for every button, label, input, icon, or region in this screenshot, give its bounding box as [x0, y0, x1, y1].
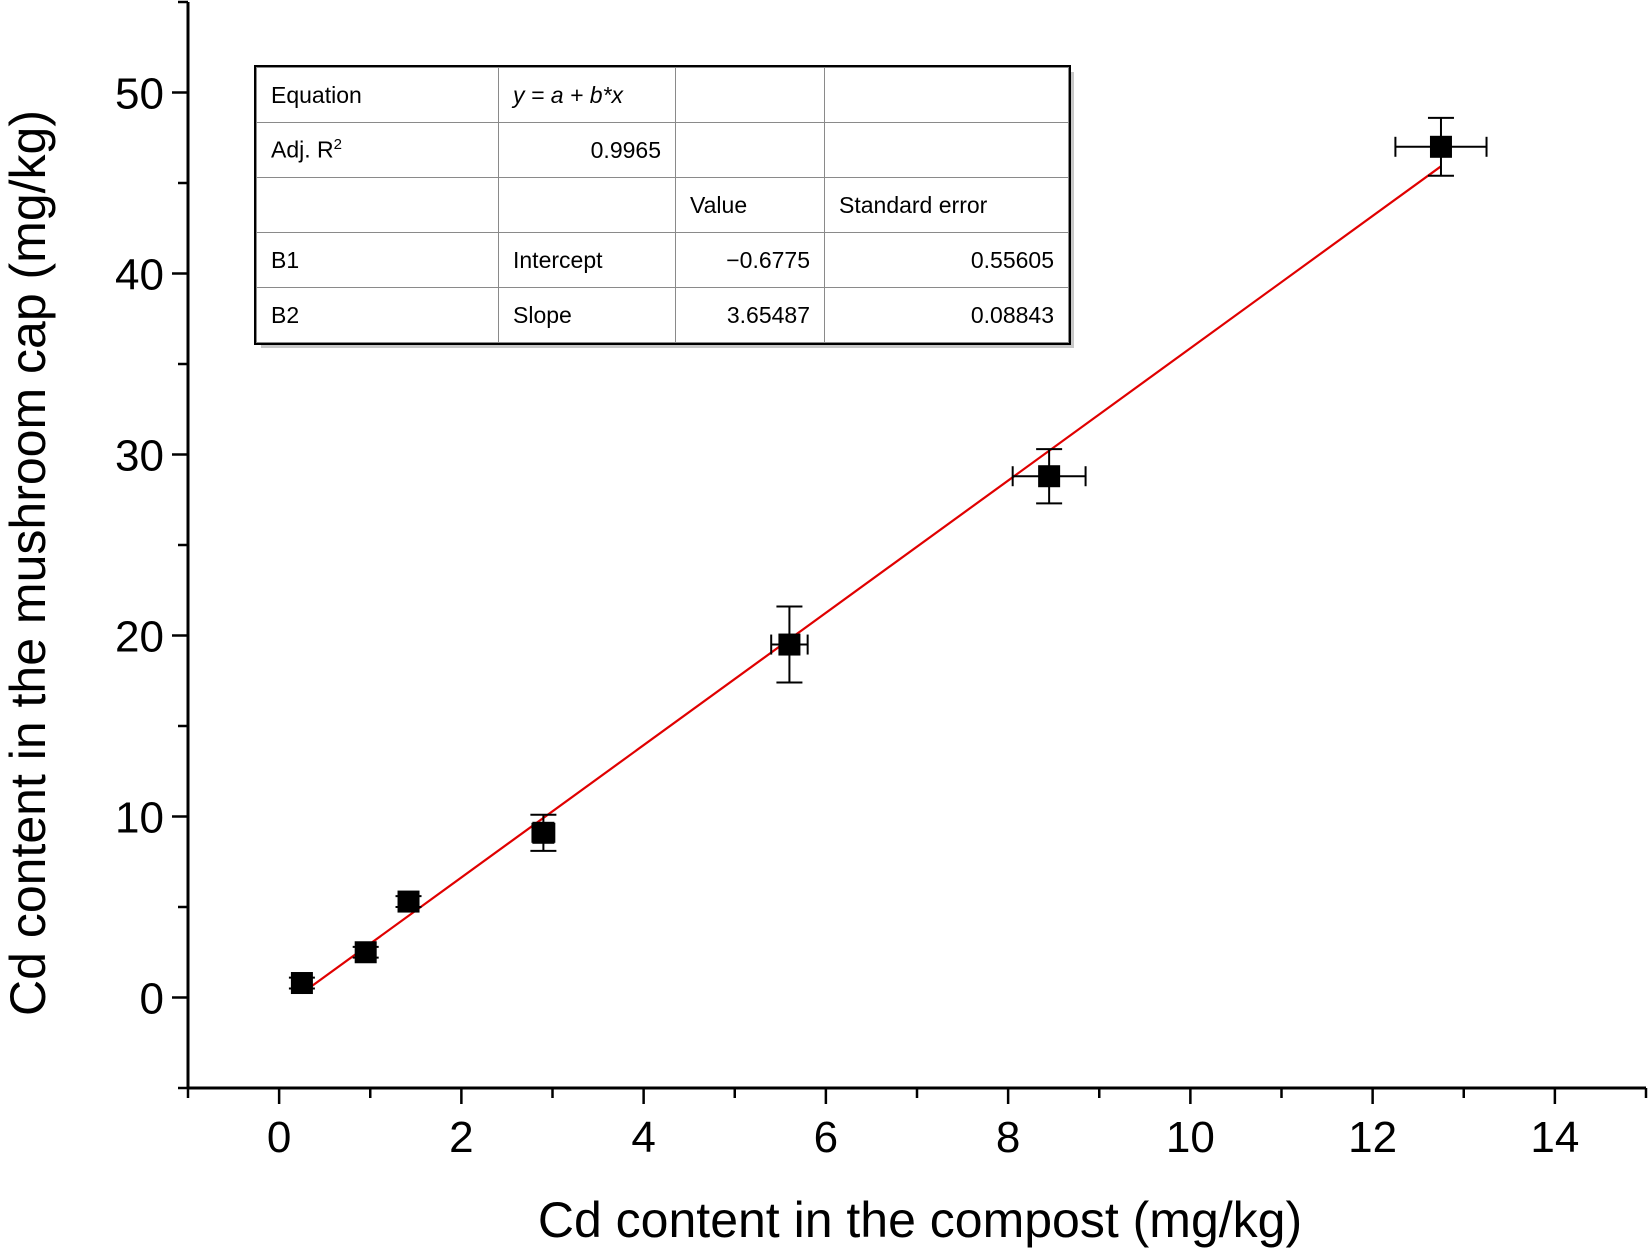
- x-tick-label: 0: [267, 1113, 291, 1162]
- param-id: B2: [256, 287, 499, 343]
- data-point-marker: [778, 633, 801, 656]
- adj-r2-label: Adj. R2: [256, 122, 499, 178]
- fit-line-group: [301, 165, 1442, 995]
- data-point-marker: [532, 821, 555, 844]
- adj-r2-value: 0.9965: [498, 122, 676, 178]
- y-tick-label: 20: [115, 613, 164, 662]
- y-tick-label: 50: [115, 70, 164, 119]
- data-point-marker: [1429, 135, 1452, 158]
- x-tick-label: 8: [996, 1113, 1020, 1162]
- data-point-marker: [1038, 465, 1061, 488]
- x-tick-label: 14: [1530, 1113, 1579, 1162]
- param-row-b2: B2 Slope 3.65487 0.08843: [256, 287, 1069, 343]
- data-point-marker: [397, 890, 420, 913]
- data-point-group: [530, 813, 557, 852]
- data-points: [288, 116, 1488, 995]
- equation-label: Equation: [256, 67, 499, 123]
- y-axis-title: Cd content in the mushroom cap (mg/kg): [0, 110, 56, 1016]
- fit-statistics-table: Equation y = a + b*x Adj. R2 0.9965 Valu…: [254, 65, 1071, 345]
- y-tick-label: 30: [115, 432, 164, 481]
- equation-row: Equation y = a + b*x: [256, 67, 1069, 123]
- x-tick-label: 12: [1348, 1113, 1397, 1162]
- standard-error-header: Standard error: [824, 177, 1069, 233]
- data-point-group: [1394, 116, 1488, 177]
- data-point-marker: [290, 972, 313, 995]
- value-header: Value: [675, 177, 825, 233]
- x-tick-label: 4: [631, 1113, 655, 1162]
- data-point-group: [395, 890, 422, 913]
- fit-line: [301, 165, 1442, 995]
- data-point-marker: [354, 941, 377, 964]
- axes: 0 2 4 6 8 10 12 14 0 10 20 30 40 50: [115, 0, 1648, 1162]
- param-se: 0.55605: [824, 232, 1069, 288]
- adj-r2-row: Adj. R2 0.9965: [256, 122, 1069, 178]
- param-value: −0.6775: [675, 232, 825, 288]
- data-point-group: [352, 941, 379, 964]
- param-name: Slope: [498, 287, 676, 343]
- data-point-group: [770, 605, 809, 684]
- header-row: Value Standard error: [256, 177, 1069, 233]
- y-tick-label: 0: [140, 975, 164, 1024]
- x-tick-label: 2: [449, 1113, 473, 1162]
- data-point-group: [288, 972, 315, 995]
- param-id: B1: [256, 232, 499, 288]
- equation-value: y = a + b*x: [498, 67, 676, 123]
- y-tick-label: 10: [115, 794, 164, 843]
- x-axis-title: Cd content in the compost (mg/kg): [538, 1192, 1302, 1248]
- y-tick-label: 40: [115, 251, 164, 300]
- x-tick-label: 10: [1166, 1113, 1215, 1162]
- param-value: 3.65487: [675, 287, 825, 343]
- data-point-group: [1011, 448, 1087, 505]
- x-tick-label: 6: [814, 1113, 838, 1162]
- param-se: 0.08843: [824, 287, 1069, 343]
- param-row-b1: B1 Intercept −0.6775 0.55605: [256, 232, 1069, 288]
- param-name: Intercept: [498, 232, 676, 288]
